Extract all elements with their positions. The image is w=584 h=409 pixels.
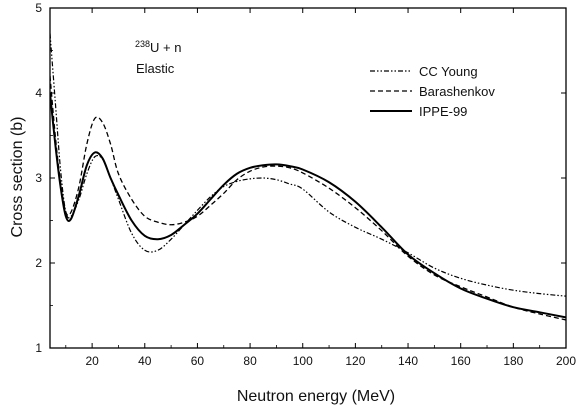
y-tick-label: 5 xyxy=(35,1,42,15)
legend-label: CC Young xyxy=(419,64,478,79)
y-axis-title: Cross section (b) xyxy=(9,117,26,238)
legend-label: Barashenkov xyxy=(419,84,495,99)
y-axis-ticks: 1 2 3 4 5 xyxy=(35,1,566,355)
x-tick-label: 120 xyxy=(345,354,365,368)
x-axis-title: Neutron energy (MeV) xyxy=(237,388,395,405)
x-tick-label: 160 xyxy=(451,354,471,368)
x-tick-label: 60 xyxy=(191,354,205,368)
series-line-ippe-99 xyxy=(50,92,566,319)
series-layer xyxy=(50,33,566,321)
x-axis-ticks: 20 40 60 80 100 120 140 160 180 200 xyxy=(65,8,576,368)
x-tick-label: 40 xyxy=(138,354,152,368)
x-tick-label: 180 xyxy=(503,354,523,368)
reaction-annotation: 238U + n Elastic xyxy=(135,39,181,76)
y-tick-label: 4 xyxy=(35,86,42,100)
channel-label: Elastic xyxy=(136,61,175,76)
series-line-barashenkov xyxy=(50,75,566,321)
x-tick-label: 80 xyxy=(243,354,257,368)
series-line-cc-young xyxy=(50,33,566,297)
y-tick-label: 3 xyxy=(35,171,42,185)
legend: CC Young Barashenkov IPPE-99 xyxy=(370,64,495,119)
x-tick-label: 200 xyxy=(556,354,576,368)
x-tick-label: 140 xyxy=(398,354,418,368)
x-tick-label: 20 xyxy=(85,354,99,368)
svg-text:238U + n: 238U + n xyxy=(135,39,181,55)
isotope-mass-superscript: 238 xyxy=(135,39,150,49)
legend-label: IPPE-99 xyxy=(419,104,467,119)
y-tick-label: 2 xyxy=(35,256,42,270)
x-tick-label: 100 xyxy=(293,354,313,368)
y-tick-label: 1 xyxy=(35,341,42,355)
reaction-label: U + n xyxy=(150,40,181,55)
